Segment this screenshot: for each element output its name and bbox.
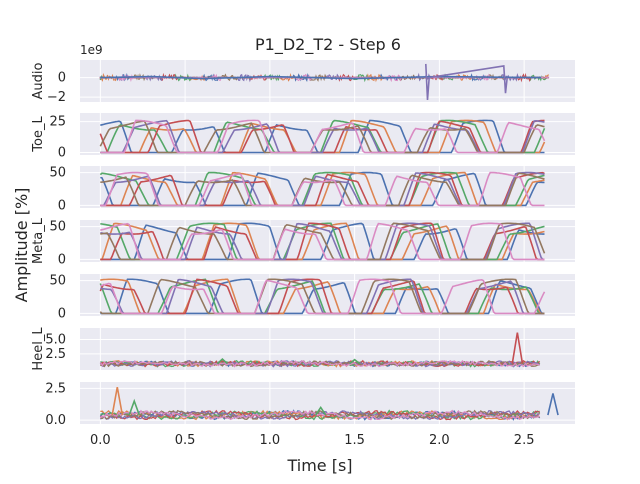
spike-mark	[547, 393, 559, 416]
y-tick-label: 50	[49, 274, 66, 289]
panels: 0−2Audio1e9025Toe_L050050Meta_L0502.55.0…	[31, 43, 575, 428]
panel-3: 0 50	[49, 166, 575, 213]
series-group	[99, 332, 541, 368]
chart-title: P1_D2_T2 - Step 6	[255, 35, 401, 55]
pressure-series	[100, 119, 546, 154]
x-tick-label: 0.5	[175, 433, 196, 448]
x-tick-label: 2.0	[429, 433, 450, 448]
x-tick-label: 0.0	[90, 433, 111, 448]
y-tick-label: 2.5	[45, 347, 66, 362]
panel-y-label: Heel_L	[31, 327, 46, 371]
series-group	[99, 386, 559, 421]
spike-mark	[128, 398, 141, 416]
pressure-series	[100, 119, 545, 154]
pressure-series	[99, 278, 545, 315]
series-group	[99, 171, 545, 207]
y-tick-label: 0	[58, 198, 66, 213]
series-group	[99, 119, 546, 154]
y-tick-label: 0	[58, 146, 66, 161]
y-tick-label: 25	[49, 115, 66, 130]
y-tick-label: 50	[49, 166, 66, 181]
panel-7: 0.0 2.5	[45, 381, 575, 428]
y-tick-label: 0	[58, 252, 66, 267]
y-tick-label: 0	[58, 71, 66, 86]
x-tick-label: 1.0	[260, 433, 281, 448]
audio-spike	[425, 63, 508, 101]
spike-mark	[511, 332, 524, 364]
pressure-series	[100, 222, 546, 261]
y-tick-label: 50	[49, 220, 66, 235]
pressure-series	[100, 171, 545, 207]
spike-mark	[314, 406, 327, 416]
x-tick-label: 1.5	[344, 433, 365, 448]
x-tick-label: 2.5	[514, 433, 535, 448]
panel-5: 0 50	[49, 274, 575, 321]
panel-y-label: Toe_L	[31, 116, 46, 153]
pressure-series	[100, 278, 546, 315]
spike-mark	[111, 386, 124, 416]
spike-mark	[349, 358, 361, 365]
y-tick-label: 0.0	[45, 413, 66, 428]
panel-y-label: Meta_L	[31, 217, 46, 264]
y-tick-label: 0	[58, 306, 66, 321]
y-axis-label: Amplitude [%]	[12, 188, 31, 303]
x-axis-label: Time [s]	[286, 456, 352, 475]
y-tick-label: 5.0	[45, 333, 66, 348]
pressure-series	[100, 278, 545, 315]
offset-text: 1e9	[80, 43, 103, 57]
series-group	[100, 222, 546, 261]
pressure-series	[100, 171, 545, 207]
y-tick-label: −2	[47, 90, 66, 105]
spike-mark	[216, 357, 229, 365]
noise-series	[99, 409, 540, 421]
x-axis: 0.0 0.5 1.0 1.5 2.0 2.5	[90, 433, 534, 448]
series-group	[99, 63, 550, 101]
noise-series	[99, 359, 540, 368]
series-group	[99, 278, 546, 315]
panel-y-label: Audio	[31, 62, 46, 99]
pressure-series	[100, 222, 545, 261]
y-tick-label: 2.5	[45, 381, 66, 396]
